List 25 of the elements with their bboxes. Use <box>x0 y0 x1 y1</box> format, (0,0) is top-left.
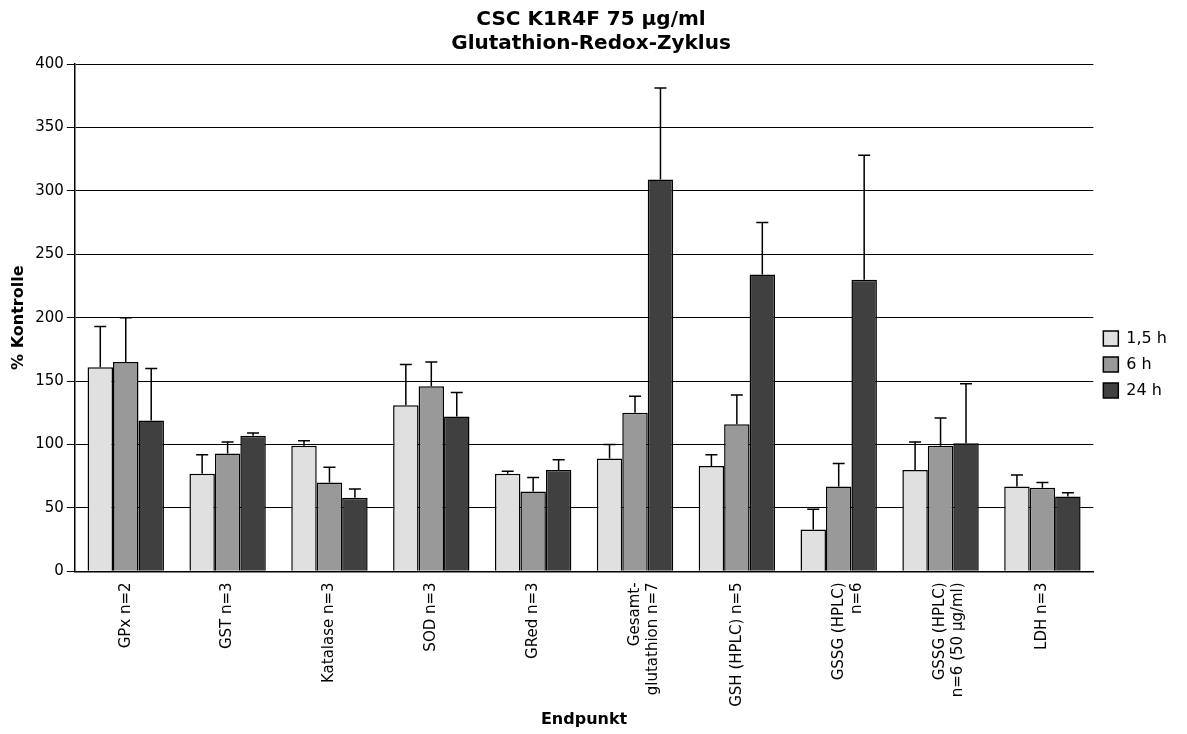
x-tick-label: GSSG (HPLC) n=6 <box>828 582 865 681</box>
legend-label: 24 h <box>1126 379 1162 399</box>
x-tick-label: GSSG (HPLC) n=6 (50 µg/ml) <box>930 582 967 698</box>
x-tick-label: GSH (HPLC) n=5 <box>726 582 745 707</box>
y-tick-label: 350 <box>35 117 64 136</box>
x-tick-label: LDH n=3 <box>1032 582 1051 650</box>
chart-title: CSC K1R4F 75 µg/ml Glutathion-Redox-Zyklus <box>451 6 731 55</box>
x-tick-label: Katalase n=3 <box>319 582 338 683</box>
legend-label: 6 h <box>1126 353 1152 373</box>
y-tick-label: 150 <box>35 370 64 389</box>
x-tick-label: SOD n=3 <box>421 582 440 652</box>
y-tick-label: 200 <box>35 307 64 326</box>
y-tick-label: 250 <box>35 244 64 263</box>
y-tick-label: 300 <box>35 180 64 199</box>
x-tick-label: GPx n=2 <box>115 582 134 649</box>
x-tick-label: Gesamt- glutathion n=7 <box>624 582 661 696</box>
x-tick-label: GRed n=3 <box>523 582 542 659</box>
legend-label: 1,5 h <box>1126 327 1167 347</box>
y-axis-title: % Kontrolle <box>7 265 27 370</box>
y-tick-label: 50 <box>44 497 64 516</box>
y-tick-label: 400 <box>35 53 64 72</box>
x-axis-title: Endpunkt <box>540 708 628 728</box>
y-tick-label: 0 <box>54 561 64 580</box>
x-tick-label: GST n=3 <box>217 582 236 650</box>
y-tick-label: 100 <box>35 434 64 453</box>
